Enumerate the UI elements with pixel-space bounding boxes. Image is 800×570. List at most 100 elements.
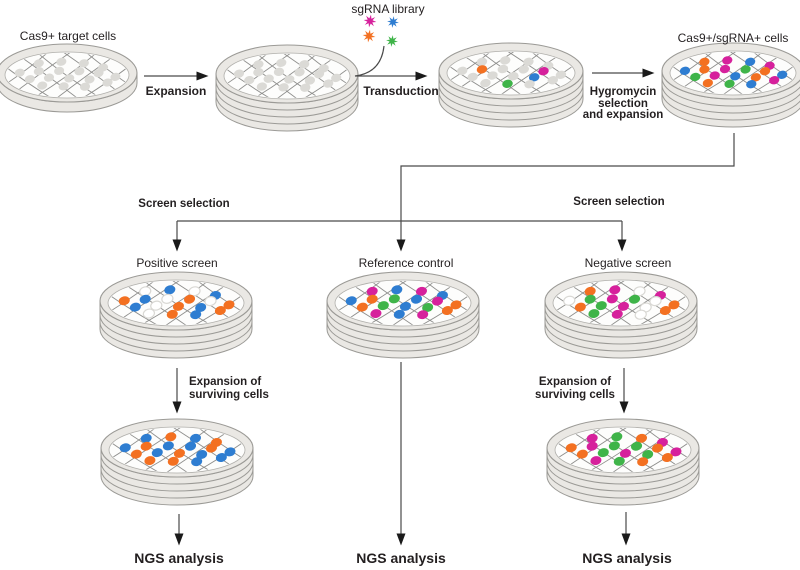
cell-nucleus: [58, 82, 69, 91]
cell-nucleus: [151, 448, 163, 458]
cell-nucleus: [415, 286, 428, 296]
cell-nucleus: [79, 82, 91, 91]
hygromycin-line-2: selection: [598, 97, 648, 110]
expansion-surviving-right-line-2: surviving cells: [535, 389, 615, 401]
cell-nucleus: [33, 67, 44, 76]
hygromycin-line-3: and expansion: [582, 109, 664, 121]
cell-nucleus: [195, 303, 207, 313]
cell-nucleus: [366, 294, 378, 304]
dish-negative-expanded: [546, 418, 700, 506]
transduction-step-label: Transduction: [363, 84, 439, 98]
cell-nucleus: [161, 293, 174, 304]
cell-nucleus: [590, 456, 602, 466]
cell-nucleus: [223, 300, 235, 310]
sgrna-star-icon: [386, 35, 398, 47]
cas9-sgrna-cells-label: Cas9+/sgRNA+ cells: [677, 31, 789, 45]
cell-nucleus: [140, 441, 152, 451]
cell-nucleus: [670, 447, 682, 457]
cell-nucleus: [284, 75, 295, 84]
cell-nucleus: [313, 69, 325, 79]
dish-expanded: [215, 44, 359, 132]
sgrna-star-icon: [362, 29, 376, 43]
cell-nucleus: [253, 60, 264, 69]
cell-nucleus: [244, 75, 255, 85]
cell-nucleus: [586, 441, 598, 451]
cell-nucleus: [565, 443, 577, 453]
cell-nucleus: [524, 80, 535, 89]
cell-nucleus: [523, 57, 534, 66]
cell-nucleus: [417, 310, 429, 320]
cell-nucleus: [190, 310, 202, 320]
cell-nucleus: [78, 59, 89, 68]
cell-nucleus: [450, 300, 462, 310]
cell-nucleus: [467, 72, 478, 82]
cell-nucleus: [606, 294, 618, 304]
cell-nucleus: [595, 301, 607, 311]
cell-nucleus: [476, 65, 488, 74]
cell-nucleus: [750, 73, 762, 82]
cell-nucleus: [487, 71, 498, 80]
cell-nucleus: [576, 449, 588, 459]
cell-nucleus: [597, 448, 609, 458]
cell-nucleus: [391, 285, 403, 295]
cell-nucleus: [43, 73, 55, 82]
cell-nucleus: [323, 79, 334, 88]
hygromycin-step-label: Hygromycin selection and expansion: [582, 86, 664, 122]
cell-nucleus: [563, 295, 576, 306]
sgrna-star-icon: [363, 14, 377, 28]
cell-nucleus: [37, 81, 48, 90]
flow-arrows: [144, 45, 735, 546]
cell-nucleus: [196, 450, 208, 460]
cell-nucleus: [631, 441, 643, 451]
sgrna-library-icons: [362, 14, 399, 47]
cell-nucleus: [499, 56, 511, 65]
cell-nucleus: [393, 309, 405, 319]
connector-split: [396, 133, 735, 252]
cell-nucleus: [167, 456, 179, 466]
cell-nucleus: [668, 300, 680, 310]
negative-screen-label: Negative screen: [584, 256, 672, 270]
cell-nucleus: [528, 73, 540, 82]
cell-nucleus: [370, 309, 382, 319]
sgrna-star-icon: [387, 16, 399, 28]
cell-nucleus: [476, 57, 488, 66]
cell-nucleus: [699, 57, 710, 66]
cell-nucleus: [276, 58, 287, 67]
cell-nucleus: [661, 453, 673, 463]
cell-nucleus: [165, 432, 177, 442]
hygromycin-line-1: Hygromycin: [589, 86, 657, 98]
cell-nucleus: [555, 70, 567, 79]
cell-nucleus: [54, 66, 65, 75]
cell-nucleus: [586, 433, 598, 443]
cell-nucleus: [356, 302, 368, 312]
cell-nucleus: [769, 76, 780, 85]
cell-nucleus: [214, 306, 226, 316]
screen-selection-right-label: Screen selection: [573, 196, 665, 208]
cell-nucleus: [150, 300, 163, 311]
cell-nucleus: [253, 68, 264, 77]
expansion-surviving-right-label: Expansion of surviving cells: [535, 376, 615, 402]
cell-nucleus: [608, 441, 620, 451]
cell-nucleus: [690, 72, 701, 82]
dish-positive-expanded: [100, 418, 254, 506]
cell-nucleus: [679, 66, 691, 76]
expansion-surviving-left-line-1: Expansion of: [189, 376, 262, 388]
cell-nucleus: [508, 72, 519, 81]
cell-nucleus: [189, 433, 202, 443]
cell-nucleus: [294, 68, 305, 77]
cell-nucleus: [366, 286, 378, 296]
cell-nucleus: [456, 66, 468, 76]
cell-nucleus: [256, 82, 267, 91]
cell-nucleus: [709, 71, 720, 80]
cell-nucleus: [633, 286, 646, 297]
cell-nucleus: [278, 83, 289, 92]
cell-nucleus: [719, 64, 731, 74]
cell-nucleus: [299, 60, 310, 69]
cell-nucleus: [93, 69, 104, 78]
cell-nucleus: [300, 83, 311, 92]
cell-nucleus: [345, 296, 357, 306]
arrow-transduction: [354, 45, 428, 81]
cell-nucleus: [611, 432, 623, 442]
